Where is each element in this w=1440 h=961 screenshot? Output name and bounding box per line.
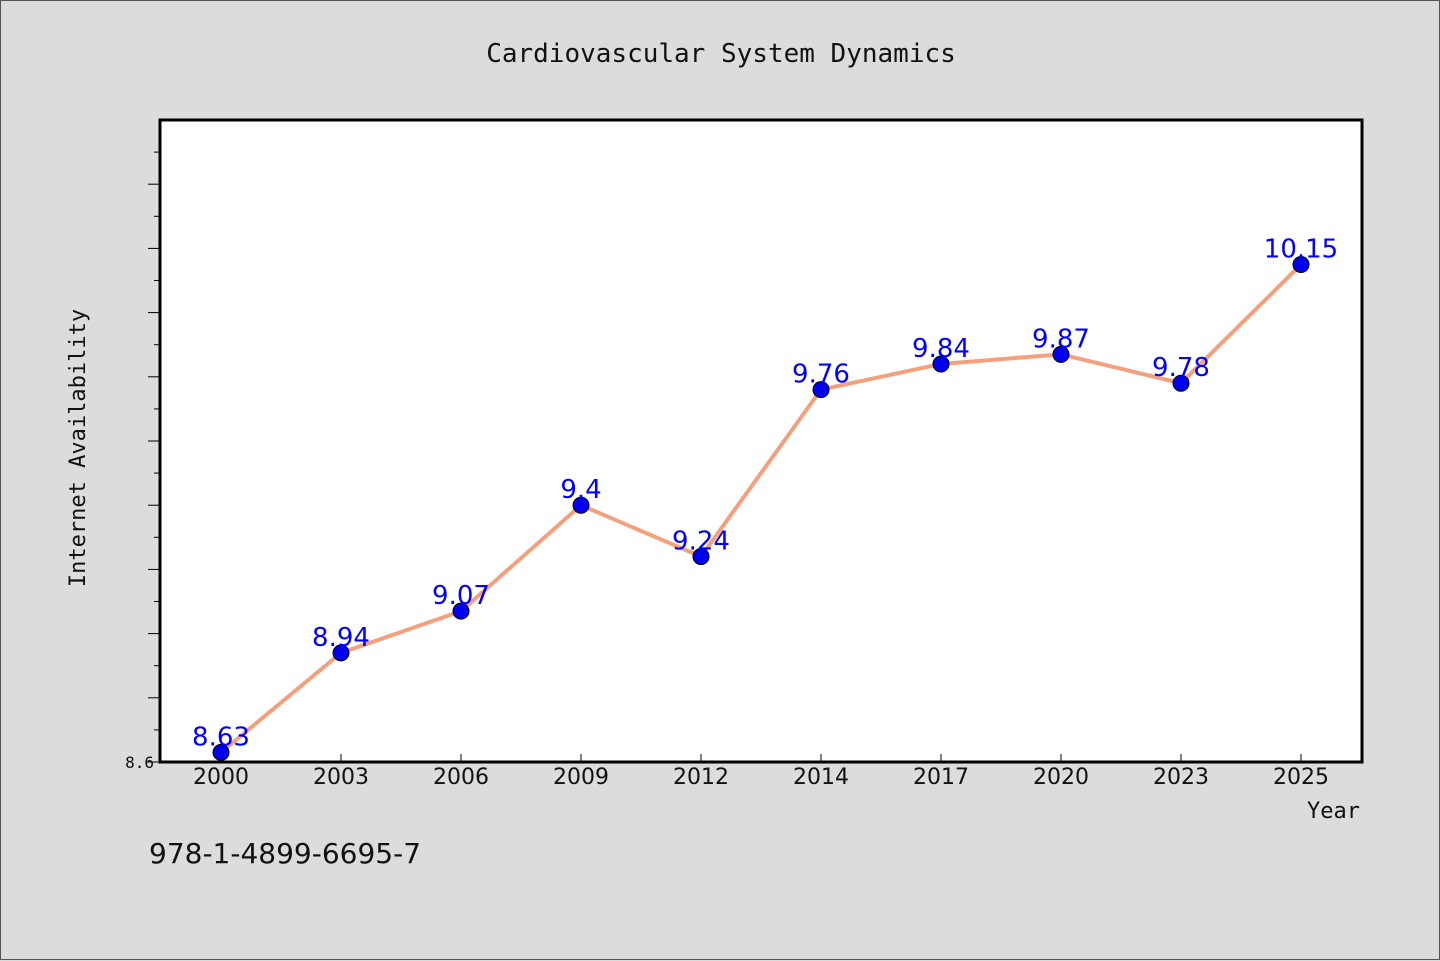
- data-point: [932, 355, 950, 373]
- x-tick-label: 2025: [1273, 765, 1329, 790]
- x-tick-label: 2012: [673, 765, 729, 790]
- y-axis-ticks: [148, 151, 160, 763]
- data-point: [212, 743, 230, 761]
- y-axis-tick-labels: 8.6: [125, 753, 154, 772]
- data-label: 10.15: [1264, 234, 1338, 264]
- data-label: 9.87: [1032, 324, 1090, 354]
- data-label: 9.84: [912, 334, 970, 364]
- data-label: 9.24: [672, 527, 730, 557]
- x-axis-tick-labels: 2000 2003 2006 2009 2012 2014 2017 2020 2023 2025: [193, 765, 1329, 790]
- isbn-code: 978-1-4899-6695-7: [149, 837, 421, 870]
- plot-area: [158, 118, 1364, 764]
- x-tick-label: 2003: [313, 765, 369, 790]
- data-point: [1172, 374, 1190, 392]
- data-point: [572, 496, 590, 514]
- data-label: 8.63: [192, 722, 250, 752]
- x-tick-label: 2014: [793, 765, 849, 790]
- x-tick-label: 2000: [193, 765, 249, 790]
- x-tick-label: 2017: [913, 765, 969, 790]
- series-line: [219, 263, 1303, 754]
- data-label: 8.94: [312, 623, 370, 653]
- data-label: 9.76: [792, 360, 850, 390]
- x-axis-label: Year: [1307, 799, 1360, 824]
- data-point: [692, 548, 710, 566]
- series-group: 8.63 8.94 9.07 9.4 9.24 9.76 9.84 9.87 9.78 10.15: [192, 234, 1338, 761]
- x-tick-label: 2009: [553, 765, 609, 790]
- data-label: 9.07: [432, 581, 490, 611]
- x-tick-label: 2006: [433, 765, 489, 790]
- data-point: [812, 381, 830, 399]
- x-tick-label: 2023: [1153, 765, 1209, 790]
- data-label: 9.78: [1152, 353, 1210, 383]
- data-label: 9.4: [560, 475, 601, 505]
- data-point: [452, 602, 470, 620]
- data-point: [1292, 255, 1310, 273]
- x-tick-label: 2020: [1033, 765, 1089, 790]
- y-axis-label: Internet Availability: [66, 309, 91, 587]
- y-tick-label: 8.6: [125, 753, 154, 772]
- chart-title: Cardiovascular System Dynamics: [486, 39, 956, 69]
- data-point: [1052, 345, 1070, 363]
- data-point: [332, 644, 350, 662]
